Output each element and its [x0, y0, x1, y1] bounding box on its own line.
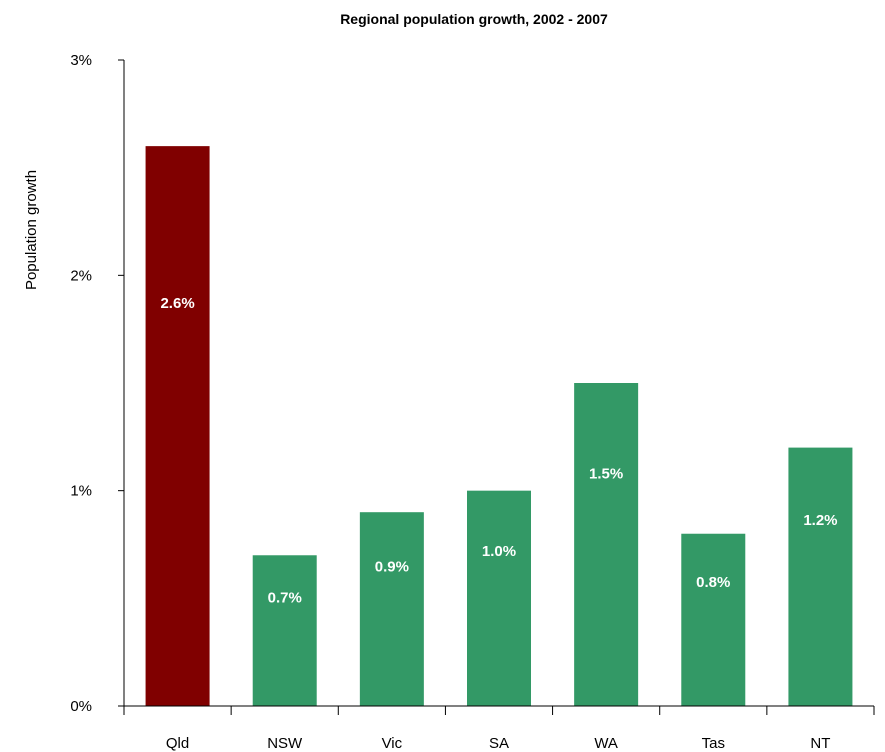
x-tick-label: Qld — [166, 735, 189, 752]
x-tick-label: NT — [810, 735, 830, 752]
x-tick-label: Vic — [382, 735, 403, 752]
y-tick-label: 0% — [70, 698, 92, 715]
data-label: 1.2% — [803, 512, 837, 529]
bar-nt — [788, 447, 853, 706]
x-tick-label: Tas — [702, 735, 725, 752]
bar-wa — [574, 383, 639, 706]
chart-title: Regional population growth, 2002 - 2007 — [340, 11, 608, 27]
y-tick-label: 3% — [70, 52, 92, 69]
data-label: 0.8% — [696, 574, 730, 591]
y-axis: 0% 1% 2% 3% — [70, 52, 125, 715]
data-label: 0.9% — [375, 558, 409, 575]
bar-sa — [467, 490, 531, 706]
x-axis: Qld NSW Vic SA WA Tas NT — [123, 705, 875, 752]
data-label: 0.7% — [268, 589, 302, 606]
bar-vic — [359, 512, 424, 706]
bars: 2.6% 0.7% 0.9% 1.0% 1.5% 0.8% 1.2% — [145, 146, 853, 707]
x-tick-label: NSW — [267, 735, 303, 752]
bar-nsw — [252, 555, 317, 706]
x-tick-label: SA — [489, 735, 509, 752]
y-axis-label: Population growth — [23, 170, 40, 290]
data-label: 1.0% — [482, 543, 516, 560]
data-label: 2.6% — [160, 295, 194, 312]
bar-tas — [681, 533, 746, 706]
y-tick-label: 1% — [70, 483, 92, 500]
y-tick-label: 2% — [70, 267, 92, 284]
data-label: 1.5% — [589, 465, 623, 482]
x-tick-label: WA — [594, 735, 618, 752]
bar-qld — [145, 146, 210, 707]
